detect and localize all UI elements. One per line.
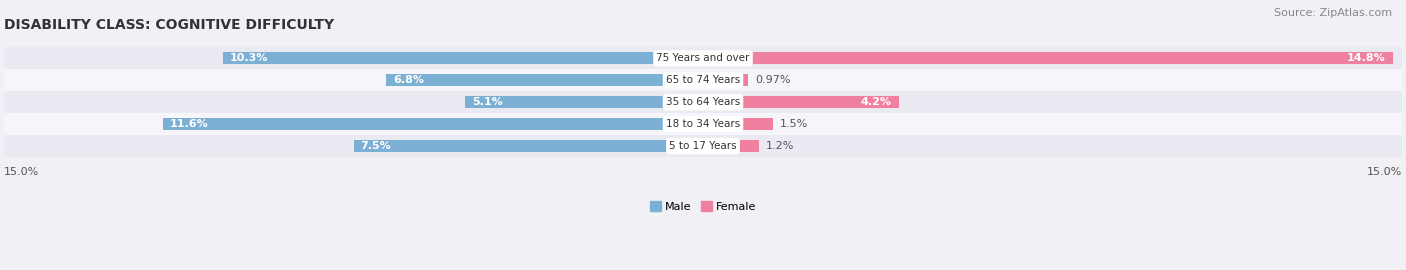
Bar [703, 140, 759, 152]
Bar [163, 118, 703, 130]
Text: DISABILITY CLASS: COGNITIVE DIFFICULTY: DISABILITY CLASS: COGNITIVE DIFFICULTY [4, 18, 335, 32]
Text: 11.6%: 11.6% [170, 119, 208, 129]
Text: 5 to 17 Years: 5 to 17 Years [669, 141, 737, 151]
Text: 6.8%: 6.8% [394, 75, 425, 85]
Text: 7.5%: 7.5% [360, 141, 391, 151]
Text: 10.3%: 10.3% [231, 53, 269, 63]
Bar [353, 140, 703, 152]
Text: 35 to 64 Years: 35 to 64 Years [666, 97, 740, 107]
Text: 65 to 74 Years: 65 to 74 Years [666, 75, 740, 85]
Bar [4, 91, 1402, 113]
Bar [703, 74, 748, 86]
Bar [4, 135, 1402, 157]
Text: 0.97%: 0.97% [755, 75, 790, 85]
Legend: Male, Female: Male, Female [650, 201, 756, 212]
Bar [387, 74, 703, 86]
Text: 5.1%: 5.1% [472, 97, 503, 107]
Text: 18 to 34 Years: 18 to 34 Years [666, 119, 740, 129]
Bar [465, 96, 703, 108]
Text: Source: ZipAtlas.com: Source: ZipAtlas.com [1274, 8, 1392, 18]
Bar [703, 52, 1392, 64]
Bar [4, 69, 1402, 91]
Text: 15.0%: 15.0% [1367, 167, 1402, 177]
Text: 4.2%: 4.2% [860, 97, 891, 107]
Text: 14.8%: 14.8% [1347, 53, 1385, 63]
Text: 1.2%: 1.2% [766, 141, 794, 151]
Text: 15.0%: 15.0% [4, 167, 39, 177]
Bar [4, 113, 1402, 135]
Text: 1.5%: 1.5% [780, 119, 808, 129]
Bar [4, 47, 1402, 69]
Bar [703, 96, 898, 108]
Text: 75 Years and over: 75 Years and over [657, 53, 749, 63]
Bar [224, 52, 703, 64]
Bar [703, 118, 773, 130]
